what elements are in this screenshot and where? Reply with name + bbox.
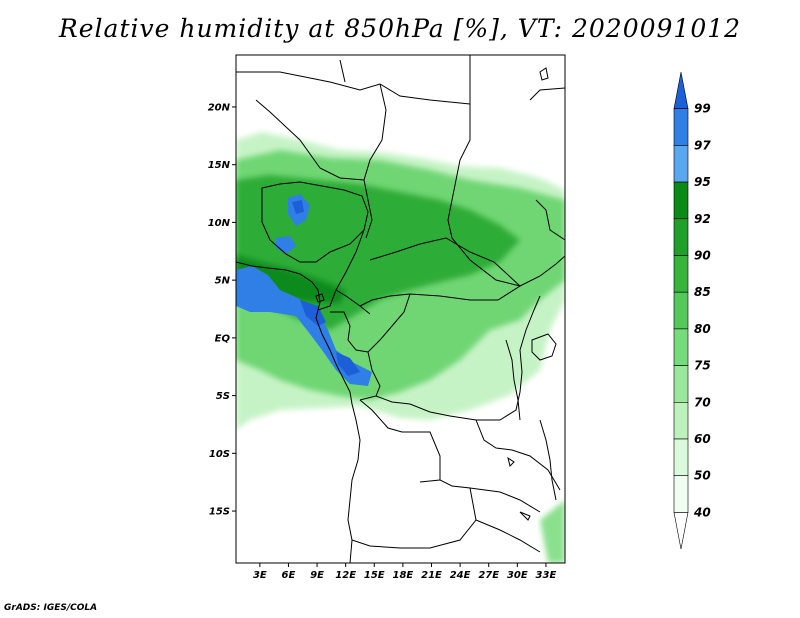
- map-title: Relative humidity at 850hPa [%], VT: 202…: [58, 14, 742, 43]
- colorbar-swatch: [673, 71, 689, 109]
- lat-label: 10S: [209, 449, 230, 460]
- lon-label: 30E: [507, 570, 528, 581]
- colorbar-label: 40: [693, 505, 711, 519]
- saturated-cores: [292, 200, 360, 376]
- map-frame: [235, 54, 566, 564]
- lat-label: 15N: [208, 160, 231, 171]
- lon-label: 21E: [421, 570, 442, 581]
- lon-label: 9E: [310, 570, 324, 581]
- boundary-lines: [236, 55, 565, 563]
- colorbar-swatch: [673, 255, 689, 293]
- colorbar-label: 50: [694, 469, 711, 483]
- humidity-field: [236, 132, 565, 563]
- colorbar-label: 90: [694, 249, 711, 263]
- longitude-axis: 3E 6E 9E 12E 15E 18E 21E 24E 27E 30E 33E: [253, 563, 557, 581]
- lon-label: 3E: [253, 570, 267, 581]
- lat-label: 10N: [208, 218, 231, 229]
- colorbar-label: 99: [694, 102, 711, 116]
- lat-label: 5S: [216, 391, 230, 402]
- colorbar-swatch: [673, 291, 689, 330]
- colorbar-swatch: [673, 365, 689, 403]
- lon-label: 12E: [335, 570, 356, 581]
- colorbar-swatch: [673, 438, 689, 477]
- colorbar-swatch: [673, 328, 689, 366]
- lon-label: 27E: [478, 570, 499, 581]
- colorbar-label: 95: [694, 175, 711, 189]
- colorbar-label: 70: [694, 395, 711, 409]
- colorbar-swatch: [673, 401, 689, 440]
- latitude-axis: 20N 15N 10N 5N EQ 5S 10S 15S: [208, 102, 236, 518]
- humidity-patch-southeast: [540, 500, 565, 563]
- colorbar-label: 97: [694, 138, 711, 152]
- colorbar-swatch: [673, 475, 689, 513]
- lon-label: 33E: [536, 570, 557, 581]
- colorbar-swatch: [673, 145, 689, 183]
- colorbar-swatch: [673, 181, 689, 220]
- colorbar-label: 60: [694, 432, 711, 446]
- colorbar-swatch: [673, 218, 689, 256]
- credit-text: GrADS: IGES/COLA: [4, 603, 98, 613]
- colorbar-swatch: [673, 108, 689, 146]
- lon-label: 6E: [282, 570, 296, 581]
- colorbar: 99 97 95 92 90 85 80 75 70 60 50 40: [673, 71, 711, 550]
- lat-label: 15S: [209, 507, 230, 518]
- lat-label: 20N: [208, 102, 231, 113]
- lat-label: EQ: [215, 333, 231, 344]
- colorbar-label: 85: [694, 285, 711, 299]
- lon-label: 18E: [393, 570, 414, 581]
- lon-label: 24E: [450, 570, 471, 581]
- colorbar-label: 80: [694, 322, 711, 336]
- colorbar-label: 75: [694, 359, 711, 373]
- colorbar-swatch: [673, 512, 689, 550]
- colorbar-label: 92: [694, 212, 711, 226]
- lat-label: 5N: [215, 276, 231, 287]
- lon-label: 15E: [364, 570, 385, 581]
